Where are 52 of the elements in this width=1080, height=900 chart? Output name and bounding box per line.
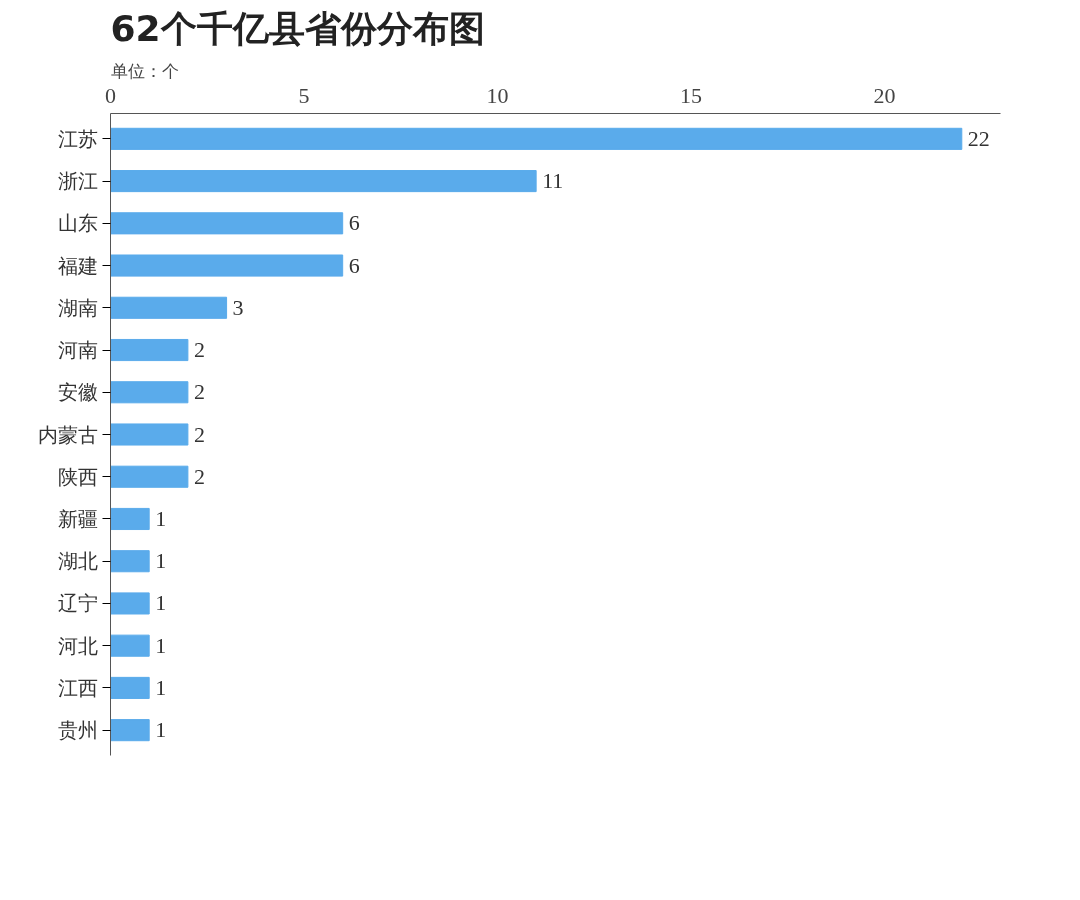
data-label: 3 bbox=[232, 294, 244, 320]
bar bbox=[110, 592, 150, 615]
data-label: 11 bbox=[542, 168, 564, 194]
y-tick-label: 河南 bbox=[57, 338, 98, 363]
data-label: 6 bbox=[348, 210, 360, 236]
y-tick-label: 湖北 bbox=[57, 549, 98, 574]
bar bbox=[110, 254, 344, 277]
x-tick-label: 5 bbox=[298, 82, 310, 108]
bar bbox=[110, 212, 344, 235]
bar bbox=[110, 550, 150, 573]
y-tick-label: 河北 bbox=[57, 633, 98, 658]
bar bbox=[110, 423, 189, 446]
y-tick-label: 辽宁 bbox=[57, 591, 98, 616]
bar bbox=[110, 127, 963, 150]
bar bbox=[110, 296, 228, 319]
y-tick-label: 江苏 bbox=[57, 126, 98, 151]
bar bbox=[110, 170, 537, 193]
y-tick-label: 安徽 bbox=[57, 380, 98, 405]
y-tick-label: 山东 bbox=[57, 211, 98, 236]
x-tick-label: 15 bbox=[679, 82, 702, 108]
bar bbox=[110, 381, 189, 404]
data-label: 1 bbox=[155, 548, 167, 574]
bar bbox=[110, 676, 150, 699]
chart-title: 62个千亿县省份分布图 bbox=[110, 7, 485, 49]
y-tick-label: 内蒙古 bbox=[37, 422, 98, 447]
x-tick-label: 20 bbox=[873, 82, 896, 108]
bar bbox=[110, 719, 150, 742]
data-label: 2 bbox=[193, 463, 205, 489]
data-label: 22 bbox=[967, 125, 990, 151]
y-tick-label: 湖南 bbox=[57, 295, 98, 320]
data-label: 2 bbox=[193, 337, 205, 363]
data-label: 1 bbox=[155, 590, 167, 616]
data-label: 1 bbox=[155, 717, 167, 743]
y-tick-label: 贵州 bbox=[57, 718, 98, 743]
x-tick-label: 10 bbox=[486, 82, 509, 108]
y-tick-label: 江西 bbox=[57, 675, 98, 700]
bar bbox=[110, 338, 189, 362]
data-label: 2 bbox=[193, 421, 205, 447]
data-label: 1 bbox=[155, 632, 167, 658]
data-label: 1 bbox=[155, 674, 167, 700]
bar bbox=[110, 634, 150, 657]
y-tick-label: 福建 bbox=[57, 253, 98, 278]
x-tick-label: 0 bbox=[105, 82, 116, 108]
data-label: 1 bbox=[155, 505, 167, 531]
y-tick-label: 新疆 bbox=[57, 506, 98, 531]
y-tick-label: 陕西 bbox=[57, 464, 98, 489]
chart-subtitle: 单位：个 bbox=[110, 60, 179, 81]
data-label: 2 bbox=[193, 379, 205, 405]
data-label: 6 bbox=[348, 252, 360, 278]
y-tick-label: 浙江 bbox=[57, 169, 98, 194]
bar bbox=[110, 465, 189, 488]
bar bbox=[110, 507, 150, 531]
